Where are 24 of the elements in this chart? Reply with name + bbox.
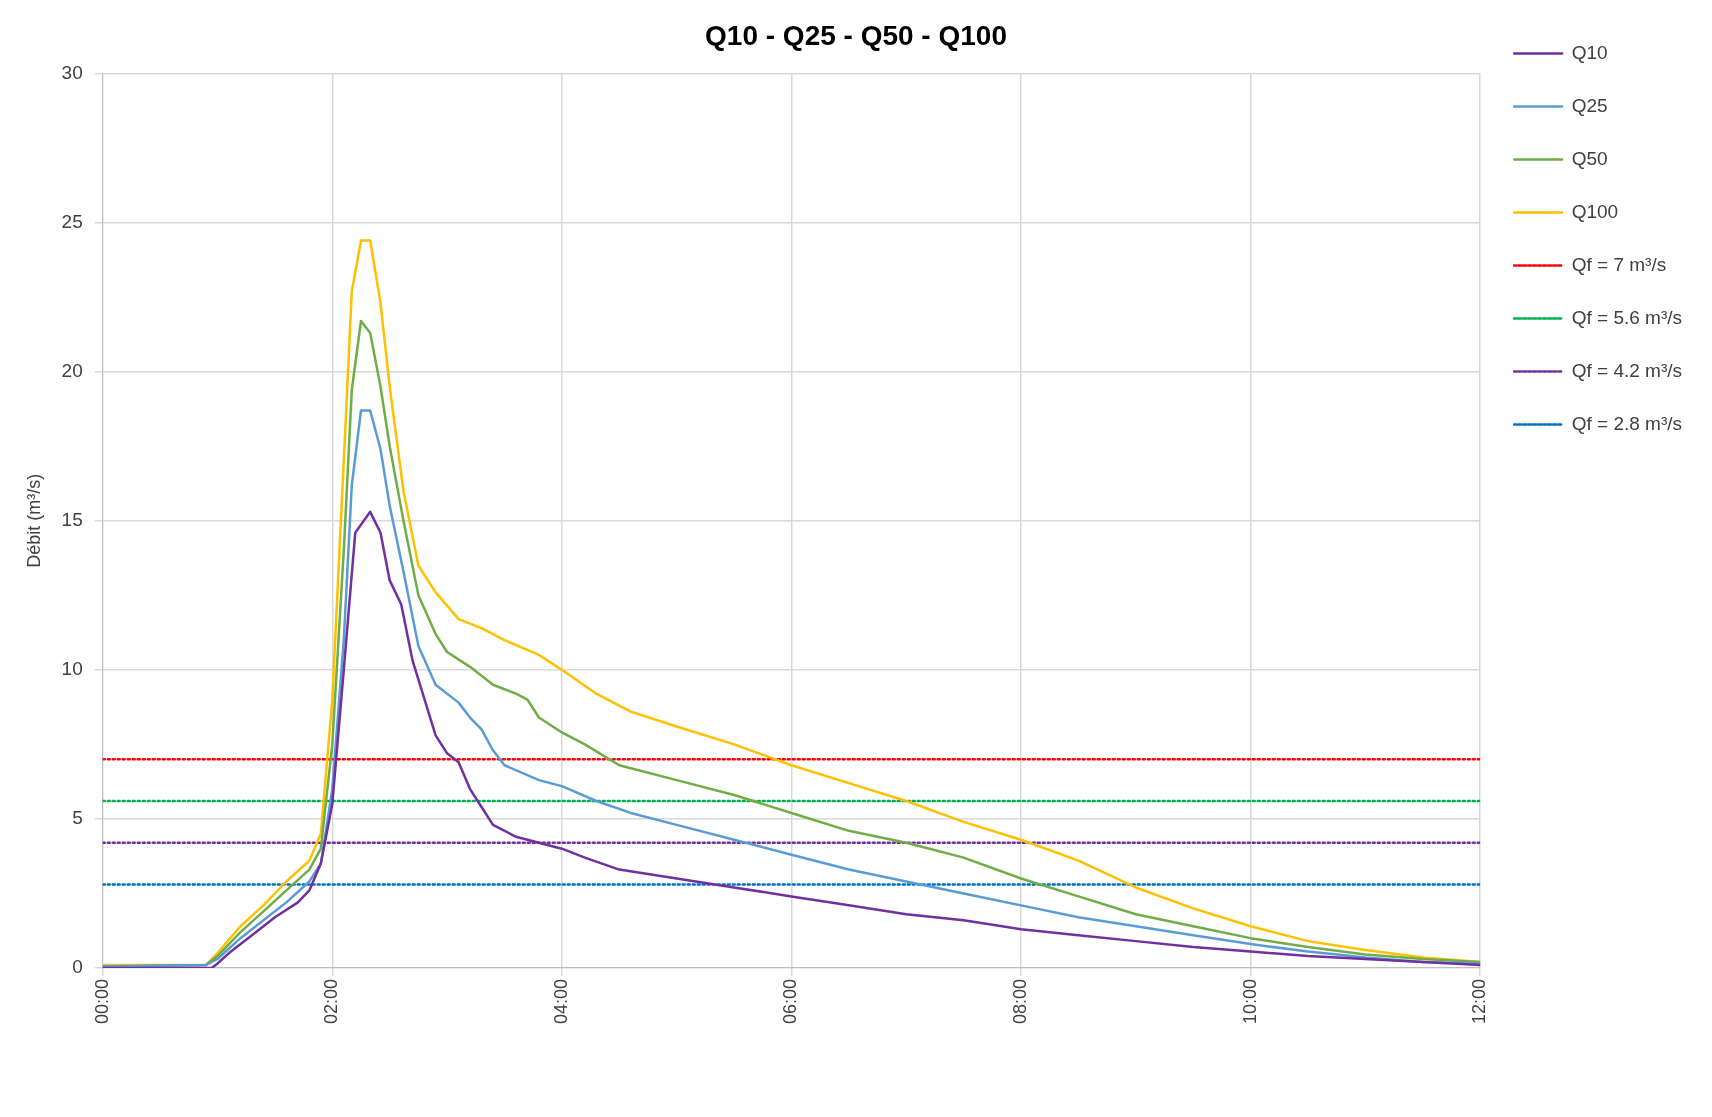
legend-label: Qf = 5.6 m³/s — [1571, 306, 1683, 328]
y-tick-label: 20 — [61, 359, 83, 381]
x-tick-label: 02:00 — [321, 978, 342, 1024]
legend-label: Q10 — [1571, 41, 1608, 63]
x-tick-label: 06:00 — [780, 978, 801, 1024]
legend-label: Qf = 4.2 m³/s — [1571, 359, 1683, 381]
x-tick-label: 04:00 — [550, 978, 571, 1024]
legend-label: Q25 — [1571, 94, 1608, 116]
legend-label: Qf = 2.8 m³/s — [1571, 412, 1683, 434]
legend-label: Q50 — [1571, 147, 1608, 169]
y-tick-label: 15 — [61, 509, 83, 531]
x-tick-label: 12:00 — [1469, 978, 1490, 1024]
y-axis-title: Débit (m³/s) — [23, 473, 44, 568]
legend-label: Q100 — [1571, 200, 1619, 222]
x-tick-label: 10:00 — [1239, 978, 1260, 1024]
x-tick-label: 08:00 — [1009, 978, 1030, 1024]
y-tick-label: 10 — [61, 658, 83, 680]
y-tick-label: 30 — [61, 61, 83, 83]
chart-title: Q10 - Q25 - Q50 - Q100 — [705, 19, 1007, 51]
y-tick-label: 0 — [72, 956, 83, 978]
y-tick-label: 5 — [72, 807, 83, 829]
y-tick-label: 25 — [61, 210, 83, 232]
legend-label: Qf = 7 m³/s — [1571, 253, 1667, 275]
x-tick-label: 00:00 — [91, 978, 112, 1024]
